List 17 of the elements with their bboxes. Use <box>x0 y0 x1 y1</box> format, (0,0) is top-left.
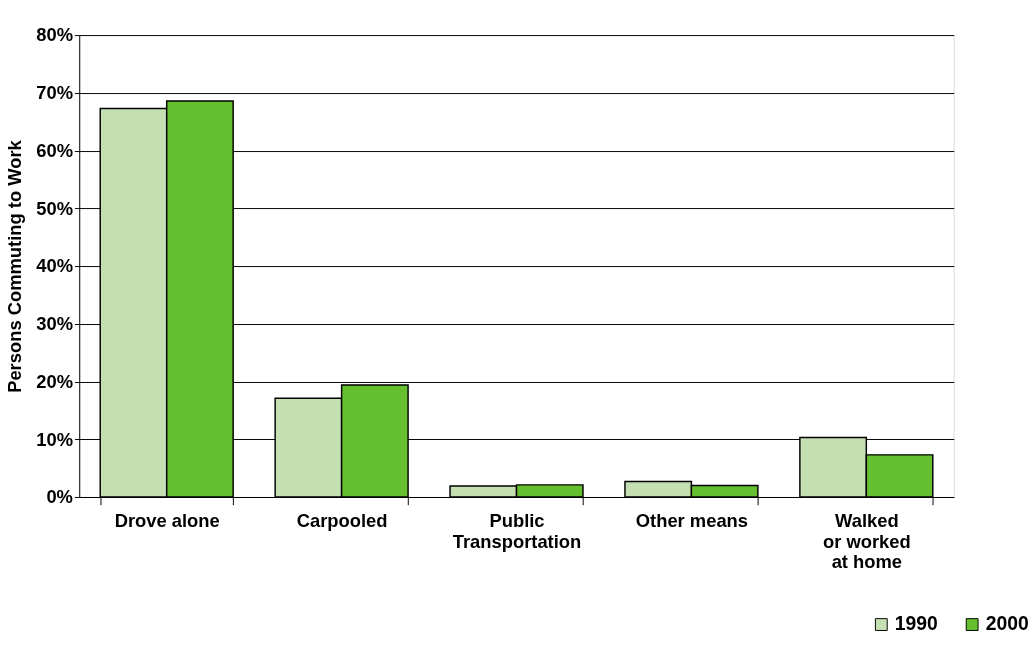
y-tick-label: 40% <box>36 255 73 277</box>
x-tick-label: Carpooled <box>296 510 388 532</box>
y-tick-label: 70% <box>36 82 73 104</box>
legend-label: 1990 <box>894 613 938 635</box>
y-tick-label: 20% <box>36 370 73 392</box>
y-tick-label: 80% <box>36 24 73 46</box>
y-tick-label: 50% <box>36 197 73 219</box>
y-tick-label: 0% <box>46 486 73 508</box>
legend-label: 2000 <box>985 613 1029 635</box>
x-tick-label: Other means <box>635 510 749 532</box>
y-tick-label: 10% <box>36 428 73 450</box>
y-axis-title: Persons Commuting to Work <box>3 139 25 393</box>
x-tick-label: Walked or worked at home <box>822 510 911 573</box>
x-tick-label: Drove alone <box>114 510 220 532</box>
y-tick-label: 30% <box>36 313 73 335</box>
x-tick-label: Public Transportation <box>452 510 582 552</box>
y-tick-label: 60% <box>36 139 73 161</box>
